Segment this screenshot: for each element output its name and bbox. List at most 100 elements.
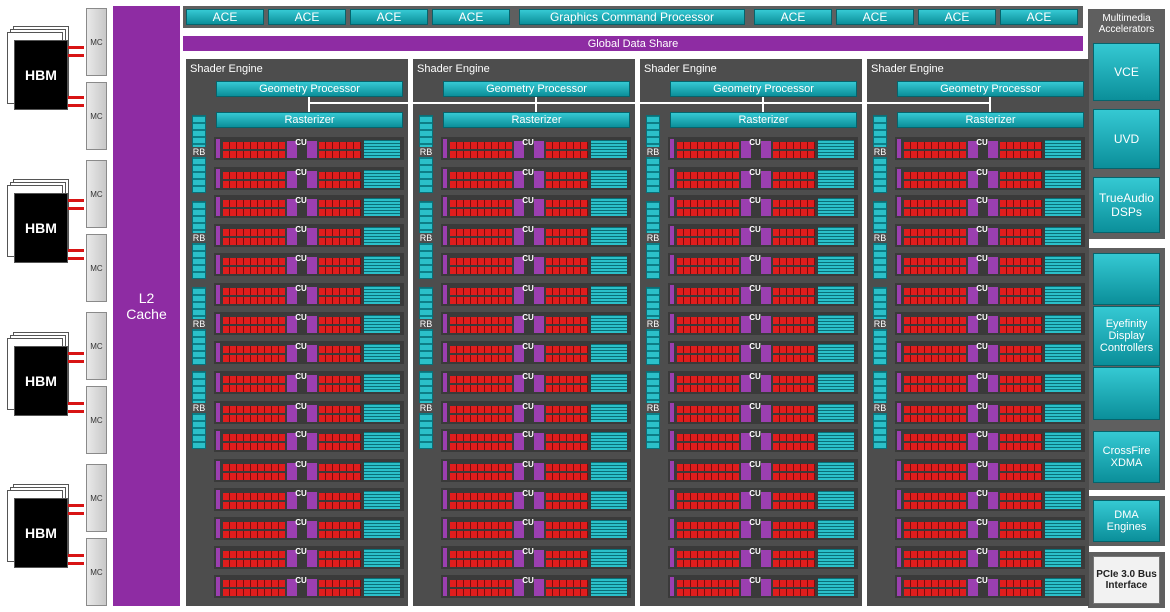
cu-cache bbox=[591, 315, 627, 333]
cu-scheduler bbox=[897, 577, 901, 596]
cu-simd bbox=[1000, 151, 1042, 158]
cu-lds bbox=[741, 171, 751, 188]
cu-simd bbox=[1000, 522, 1042, 529]
shader-engine-label: Shader Engine bbox=[871, 63, 944, 75]
cu-lds bbox=[741, 199, 751, 216]
compute-unit: CU bbox=[214, 459, 404, 482]
cu-scheduler bbox=[216, 577, 220, 596]
compute-unit: CU bbox=[668, 167, 858, 190]
memory-controller: MC bbox=[86, 312, 107, 380]
cu-lds bbox=[988, 228, 998, 245]
cu-lds bbox=[968, 521, 978, 538]
cu-simd bbox=[677, 355, 739, 362]
compute-unit: CU bbox=[441, 546, 631, 569]
cu-lds bbox=[988, 405, 998, 422]
cu-simd bbox=[450, 209, 512, 216]
cu-simd bbox=[904, 181, 966, 188]
cu-lds bbox=[741, 316, 751, 333]
cu-simd bbox=[677, 434, 739, 441]
cu-simd bbox=[223, 142, 285, 149]
cu-simd bbox=[904, 464, 966, 471]
cu-simd bbox=[319, 326, 361, 333]
cu-simd bbox=[677, 502, 739, 509]
cu-lds bbox=[761, 492, 771, 509]
shader-engine-label: Shader Engine bbox=[190, 63, 263, 75]
cu-lds bbox=[514, 257, 524, 274]
dma-panel: DMA Engines bbox=[1088, 496, 1165, 546]
cu-simd bbox=[223, 502, 285, 509]
cu-simd bbox=[1000, 346, 1042, 353]
cu-cache bbox=[591, 198, 627, 216]
cu-lds bbox=[761, 345, 771, 362]
cu-lds bbox=[287, 199, 297, 216]
cu-simd bbox=[546, 172, 588, 179]
cu-simd bbox=[677, 385, 739, 392]
compute-unit: CU bbox=[214, 401, 404, 424]
cu-scheduler bbox=[670, 255, 674, 274]
cu-simd bbox=[546, 415, 588, 422]
cu-scheduler bbox=[443, 285, 447, 304]
cu-label: CU bbox=[295, 313, 307, 322]
eyefinity-label: Eyefinity Display Controllers bbox=[1099, 318, 1154, 354]
cu-simd bbox=[677, 443, 739, 450]
cu-simd bbox=[904, 531, 966, 538]
cu-simd bbox=[450, 464, 512, 471]
cu-label: CU bbox=[976, 547, 988, 556]
cu-simd bbox=[904, 200, 966, 207]
cu-scheduler bbox=[216, 431, 220, 450]
cu-lds bbox=[968, 433, 978, 450]
cu-cache bbox=[591, 256, 627, 274]
cu-simd bbox=[1000, 317, 1042, 324]
cu-lds bbox=[287, 316, 297, 333]
cu-scheduler bbox=[443, 519, 447, 538]
cu-simd bbox=[546, 346, 588, 353]
hbm-block: HBM bbox=[14, 193, 68, 263]
cu-lds bbox=[741, 550, 751, 567]
compute-unit: CU bbox=[668, 459, 858, 482]
cu-scheduler bbox=[443, 431, 447, 450]
cu-label: CU bbox=[522, 547, 534, 556]
hbm-link-arrow bbox=[68, 512, 84, 515]
cu-simd bbox=[450, 443, 512, 450]
cu-label: CU bbox=[749, 460, 761, 469]
cu-simd bbox=[223, 200, 285, 207]
compute-unit: CU bbox=[668, 195, 858, 218]
cu-simd bbox=[546, 200, 588, 207]
cu-simd bbox=[1000, 181, 1042, 188]
cu-simd bbox=[773, 522, 815, 529]
cu-label: CU bbox=[976, 225, 988, 234]
cu-scheduler bbox=[443, 255, 447, 274]
hbm-block: HBM bbox=[14, 498, 68, 568]
cu-simd bbox=[773, 473, 815, 480]
cu-cache bbox=[818, 520, 854, 538]
cu-simd bbox=[223, 376, 285, 383]
graphics-command-processor: Graphics Command Processor bbox=[519, 9, 745, 25]
cu-simd bbox=[677, 297, 739, 304]
cu-lds bbox=[968, 492, 978, 509]
cu-simd bbox=[904, 288, 966, 295]
cu-simd bbox=[319, 434, 361, 441]
rb-label: RB bbox=[872, 233, 888, 243]
cu-simd bbox=[773, 464, 815, 471]
cu-simd bbox=[223, 326, 285, 333]
cu-lds bbox=[307, 492, 317, 509]
cu-label: CU bbox=[749, 138, 761, 147]
rb-label: RB bbox=[418, 319, 434, 329]
cu-simd bbox=[546, 258, 588, 265]
cu-lds bbox=[514, 521, 524, 538]
cu-scheduler bbox=[897, 226, 901, 245]
cu-simd bbox=[319, 493, 361, 500]
cu-simd bbox=[773, 443, 815, 450]
cu-cache bbox=[591, 170, 627, 188]
cu-label: CU bbox=[522, 489, 534, 498]
cu-simd bbox=[546, 181, 588, 188]
cu-simd bbox=[450, 297, 512, 304]
shader-engine-label: Shader Engine bbox=[644, 63, 717, 75]
cu-scheduler bbox=[897, 519, 901, 538]
cu-scheduler bbox=[897, 431, 901, 450]
cu-lds bbox=[968, 257, 978, 274]
cu-simd bbox=[319, 580, 361, 587]
cu-label: CU bbox=[295, 342, 307, 351]
cu-simd bbox=[677, 172, 739, 179]
cu-simd bbox=[546, 531, 588, 538]
